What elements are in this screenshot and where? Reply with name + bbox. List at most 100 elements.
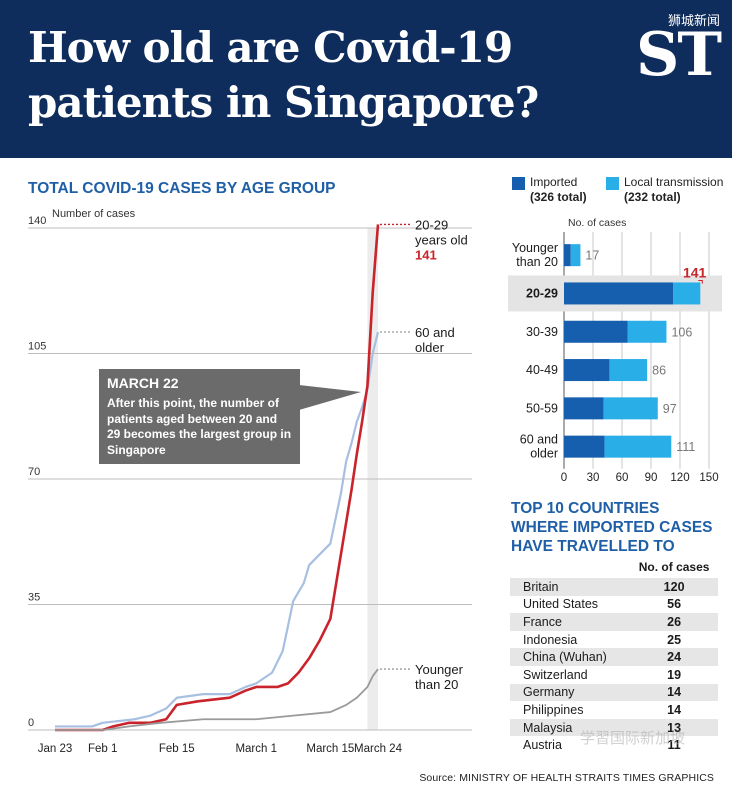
x-tick-label: March 24 bbox=[354, 743, 403, 755]
bar-segment-local bbox=[627, 320, 667, 343]
table-row: Philippines 14 bbox=[510, 701, 718, 719]
country-case-count: 25 bbox=[667, 632, 682, 647]
table-row: Austria 11 bbox=[510, 736, 718, 754]
bar-x-tick-label: 90 bbox=[645, 472, 658, 484]
table-row: France 26 bbox=[510, 613, 718, 631]
page-title: How old are Covid-19 patients in Singapo… bbox=[28, 23, 539, 127]
country-case-count: 11 bbox=[667, 738, 681, 753]
country-case-count: 14 bbox=[667, 702, 682, 717]
bar-x-tick-label: 150 bbox=[699, 472, 718, 484]
country-case-count: 13 bbox=[630, 718, 718, 737]
country-name: Malaysia bbox=[510, 718, 631, 737]
y-tick-label: 105 bbox=[28, 341, 46, 353]
y-tick-label: 70 bbox=[28, 466, 40, 478]
table-row: United States 56 bbox=[510, 596, 718, 614]
bar-total-label: 106 bbox=[671, 325, 692, 339]
bar-category-label: 50-59 bbox=[526, 401, 558, 415]
table-row: Germany 14 bbox=[510, 683, 718, 702]
legend-imported-swatch bbox=[512, 177, 525, 190]
x-tick-label: Feb 1 bbox=[88, 743, 117, 755]
bar-total-label: 111 bbox=[676, 440, 695, 454]
bar-segment-imported bbox=[564, 359, 610, 382]
country-case-count: 14 bbox=[630, 683, 718, 702]
table-row: Malaysia 13 bbox=[510, 718, 718, 737]
x-tick-label: March 1 bbox=[235, 743, 277, 755]
legend-local-label: Local transmission (232 total) bbox=[624, 175, 724, 204]
x-tick-label: March 15 bbox=[306, 743, 354, 755]
bar-total-label: 97 bbox=[663, 402, 677, 416]
country-name: China (Wuhan) bbox=[510, 648, 631, 666]
country-name: Germany bbox=[510, 683, 631, 702]
bar-category-label: 30-39 bbox=[526, 325, 558, 339]
bar-x-tick-label: 0 bbox=[561, 472, 567, 484]
bar-total-label: 141 bbox=[683, 264, 707, 280]
bar-segment-imported bbox=[564, 397, 604, 420]
country-name: Britain bbox=[510, 578, 631, 596]
bar-segment-local bbox=[604, 435, 672, 458]
countries-header: No. of cases bbox=[638, 560, 710, 574]
bar-segment-imported bbox=[564, 320, 628, 343]
bar-category-label: than 20 bbox=[516, 255, 558, 269]
country-name: United States bbox=[523, 597, 599, 612]
wechat-handle: 狮城新闻 bbox=[667, 14, 720, 29]
header-banner: How old are Covid-19 patients in Singapo… bbox=[0, 0, 732, 158]
bar-segment-local bbox=[673, 282, 701, 305]
annotation-body: After this point, the number of patients… bbox=[107, 396, 292, 457]
country-case-count: 24 bbox=[630, 648, 718, 666]
series-line-0 bbox=[55, 331, 380, 728]
country-case-count: 120 bbox=[630, 578, 718, 596]
series-end-label: years old bbox=[415, 232, 468, 247]
bar-x-tick-label: 30 bbox=[587, 472, 600, 484]
bar-segment-local bbox=[609, 359, 648, 382]
bar-category-label: Younger bbox=[512, 241, 558, 255]
watermark: 学習国际新加坡 bbox=[580, 729, 686, 747]
bar-segment-imported bbox=[564, 282, 674, 305]
st-logo: ST bbox=[636, 20, 722, 90]
countries-table: No. of cases Britain 120 United States 56 Fr… bbox=[510, 560, 718, 754]
bar-x-tick-label: 120 bbox=[670, 472, 689, 484]
table-row: Switzerland 19 bbox=[510, 666, 718, 684]
country-name: Indonesia bbox=[523, 632, 578, 647]
bar-x-tick-label: 60 bbox=[616, 472, 629, 484]
annotation-pointer bbox=[299, 385, 361, 410]
legend-imported-label: Imported (326 total) bbox=[530, 175, 587, 204]
legend-local-swatch bbox=[606, 177, 619, 190]
country-name: Switzerland bbox=[523, 667, 588, 682]
bar-axis-title: No. of cases bbox=[568, 217, 626, 229]
bar-segment-local bbox=[570, 244, 581, 267]
annotation-title: MARCH 22 bbox=[107, 375, 179, 391]
bar-total-label: 17 bbox=[585, 249, 599, 263]
y-tick-label: 0 bbox=[28, 717, 34, 729]
bar-segment-imported bbox=[564, 435, 605, 458]
line-chart: 0 35 70 105 140 Number of cases Jan 23 Feb 1 Feb… bbox=[28, 208, 472, 755]
series-end-label: 141 bbox=[415, 247, 437, 262]
table-row: Indonesia 25 bbox=[510, 631, 718, 649]
country-name: Austria bbox=[523, 738, 562, 753]
bar-total-pointer bbox=[698, 279, 703, 284]
series-end-label: 60 and bbox=[415, 325, 455, 340]
country-name: Philippines bbox=[523, 702, 584, 717]
table-row: China (Wuhan) 24 bbox=[510, 648, 718, 666]
source-credit: Source: MINISTRY OF HEALTH STRAITS TIMES… bbox=[419, 772, 714, 784]
series-line-1 bbox=[55, 224, 380, 732]
series-end-label: than 20 bbox=[415, 677, 458, 692]
y-tick-label: 140 bbox=[28, 215, 46, 227]
country-name: France bbox=[510, 613, 631, 631]
x-tick-label: Jan 23 bbox=[38, 743, 73, 755]
countries-header-blank bbox=[510, 560, 630, 578]
series-end-label: Younger bbox=[415, 662, 464, 677]
bar-segment-imported bbox=[564, 244, 571, 267]
line-chart-title: TOTAL COVID-19 CASES BY AGE GROUP bbox=[28, 180, 336, 197]
country-case-count: 56 bbox=[667, 597, 682, 612]
bar-category-label: 20-29 bbox=[526, 286, 558, 300]
series-line-2 bbox=[55, 668, 379, 731]
country-case-count: 26 bbox=[630, 613, 718, 631]
series-end-label: 20-29 bbox=[415, 217, 448, 232]
series-end-label: older bbox=[415, 340, 445, 355]
y-tick-label: 35 bbox=[28, 592, 40, 604]
table-row: Britain 120 bbox=[510, 578, 718, 596]
annotation-callout: MARCH 22 After this point, the number of… bbox=[99, 369, 300, 464]
y-axis-label: Number of cases bbox=[52, 208, 136, 220]
x-tick-label: Feb 15 bbox=[159, 743, 195, 755]
